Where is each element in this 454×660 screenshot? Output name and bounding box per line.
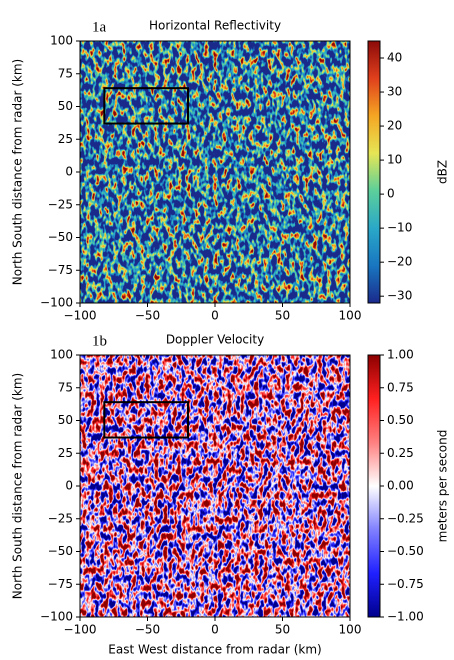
y-tick-label: 75 [58,380,73,394]
y-tick-label: 0 [65,479,73,493]
colorbar-tick-label: −20 [387,255,412,269]
y-tick-label: 100 [50,348,73,362]
y-tick-label: 0 [65,165,73,179]
colorbar [367,40,381,304]
colorbar-tick-label: 1.00 [387,348,414,362]
annotation-box [103,401,189,439]
y-tick-label: 25 [58,132,73,146]
colorbar-tick-label: −0.25 [387,511,424,525]
colorbar-tick-label: 0.50 [387,413,414,427]
colorbar-tick-label: 40 [387,51,402,65]
y-tick-label: −25 [48,197,73,211]
x-axis-label: East West distance from radar (km) [108,643,321,657]
x-tick-label: −50 [135,309,160,323]
y-tick-label: 100 [50,34,73,48]
y-tick-label: −50 [48,230,73,244]
x-tick-label: 100 [339,623,362,637]
colorbar-tick-label: −10 [387,221,412,235]
y-tick-label: −75 [48,263,73,277]
x-tick-label: 0 [211,309,219,323]
colorbar-label: dBZ [436,160,450,184]
y-tick-label: 25 [58,446,73,460]
y-tick-label: 50 [58,99,73,113]
panel-label: 1b [92,333,107,349]
x-tick-label: 0 [211,623,219,637]
colorbar-tick-label: −0.75 [387,577,424,591]
x-tick-label: −50 [135,623,160,637]
colorbar-tick-label: 30 [387,85,402,99]
radar-field [80,41,350,303]
colorbar [367,354,381,618]
x-tick-label: 50 [275,309,290,323]
annotation-box [103,87,189,125]
colorbar-tick-label: 10 [387,153,402,167]
chart-title: Horizontal Reflectivity [149,19,281,33]
colorbar-tick-label: 0.25 [387,446,414,460]
colorbar-tick-label: −1.00 [387,610,424,624]
y-axis-label: North South distance from radar (km) [11,373,25,599]
colorbar-label: meters per second [436,430,450,543]
y-tick-label: −75 [48,577,73,591]
y-tick-label: −100 [40,296,73,310]
colorbar-tick-label: 20 [387,119,402,133]
chart-title: Doppler Velocity [166,333,264,347]
y-tick-label: 75 [58,66,73,80]
y-axis-label: North South distance from radar (km) [11,59,25,285]
y-tick-label: −100 [40,610,73,624]
colorbar-tick-label: −30 [387,289,412,303]
radar-field [80,355,350,617]
x-tick-label: −100 [64,309,97,323]
y-tick-label: −50 [48,544,73,558]
colorbar-tick-label: 0 [387,187,395,201]
y-tick-label: −25 [48,511,73,525]
x-tick-label: −100 [64,623,97,637]
colorbar-tick-label: −0.50 [387,544,424,558]
colorbar-tick-label: 0.75 [387,380,414,394]
panel-label: 1a [92,19,107,35]
x-tick-label: 50 [275,623,290,637]
y-tick-label: 50 [58,413,73,427]
x-tick-label: 100 [339,309,362,323]
colorbar-tick-label: 0.00 [387,479,414,493]
